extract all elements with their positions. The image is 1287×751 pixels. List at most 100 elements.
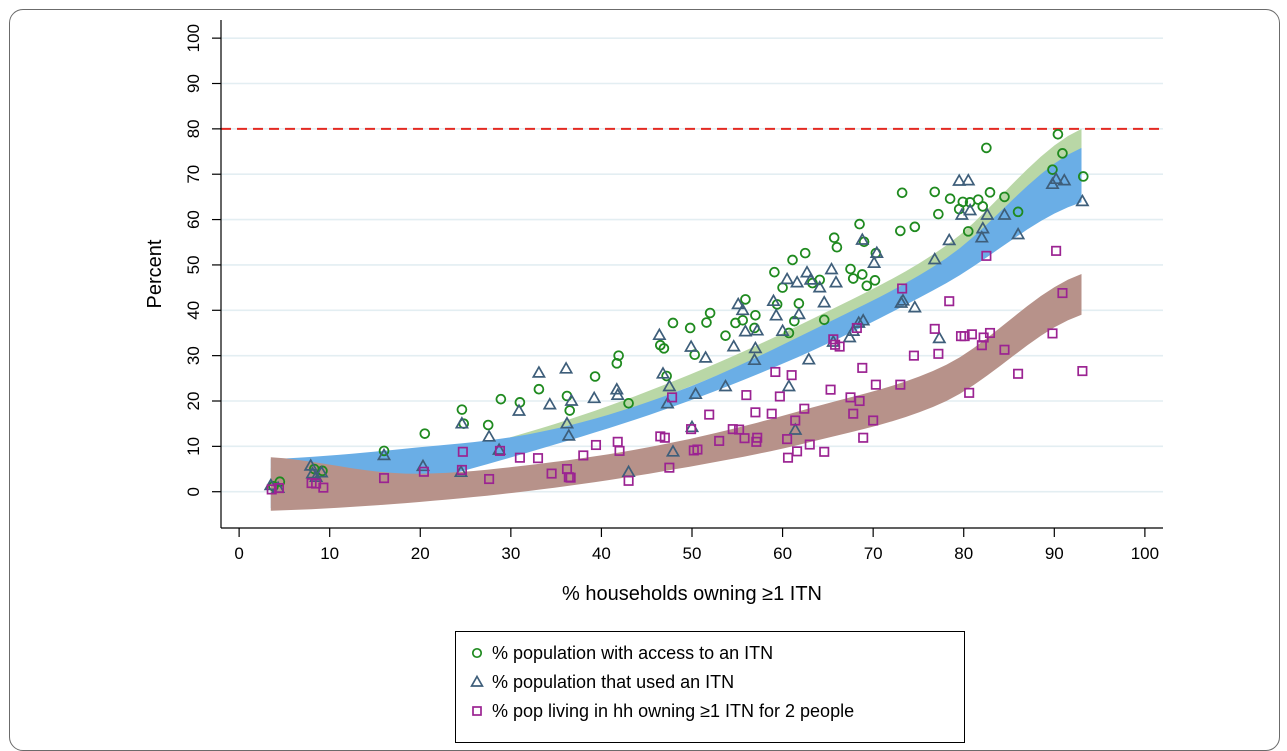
- data-point-pop2: [897, 283, 908, 294]
- y-axis-title: Percent: [144, 239, 166, 308]
- data-point-pop2: [819, 446, 830, 457]
- legend-item-access: % population with access to an ITN: [466, 640, 773, 666]
- data-point-pop2: [318, 482, 329, 493]
- data-point-access: [896, 187, 908, 199]
- data-point-used: [812, 280, 827, 293]
- data-point-used: [314, 465, 329, 478]
- data-point-access: [984, 187, 996, 198]
- data-point-pop2: [766, 408, 777, 419]
- y-tick-label: 100: [184, 24, 203, 52]
- data-point-used: [766, 293, 781, 307]
- y-tick-label: 30: [184, 346, 203, 365]
- data-point-access: [720, 330, 731, 341]
- series-0: [268, 129, 1089, 492]
- data-point-access: [750, 309, 761, 321]
- data-point-pop2: [494, 445, 506, 456]
- data-point-pop2: [734, 424, 745, 435]
- data-point-used: [790, 275, 805, 288]
- data-point-access: [981, 142, 992, 154]
- data-point-used: [867, 255, 882, 268]
- data-point-access: [769, 266, 780, 278]
- data-point-used: [775, 323, 790, 336]
- y-tick-label: 60: [184, 210, 203, 229]
- data-point-used: [895, 293, 911, 306]
- data-point-access: [456, 404, 468, 415]
- data-point-used: [869, 245, 884, 258]
- data-point-pop2: [739, 433, 750, 444]
- data-point-used: [698, 350, 713, 363]
- data-point-pop2: [782, 452, 794, 463]
- x-tick-label: 40: [592, 544, 611, 563]
- scatter-chart: 0 10 20 30 40 50 60 70 80 90 100 0 10 20 30 40 50 60 70 80 9…: [144, 20, 1163, 605]
- data-point-pop2: [456, 464, 467, 475]
- data-point-pop2: [848, 408, 859, 419]
- data-point-access: [1057, 148, 1068, 159]
- data-point-used: [975, 221, 990, 234]
- data-point-used: [799, 265, 815, 278]
- data-point-pop2: [741, 390, 752, 401]
- data-point-pop2: [590, 439, 602, 451]
- data-point-used: [726, 339, 741, 352]
- data-point-used: [747, 352, 762, 366]
- data-point-used: [801, 352, 816, 365]
- data-point-used: [559, 361, 574, 374]
- data-point-used: [1057, 173, 1072, 186]
- data-point-used: [927, 251, 942, 265]
- data-point-access: [845, 263, 856, 275]
- data-point-access: [740, 294, 751, 305]
- data-point-used: [415, 458, 431, 472]
- data-point-pop2: [981, 250, 992, 261]
- data-point-used: [781, 378, 796, 392]
- x-tick-label: 0: [234, 544, 243, 563]
- data-point-used: [1049, 171, 1064, 185]
- data-point-pop2: [532, 453, 544, 464]
- data-point-pop2: [774, 391, 785, 402]
- data-point-pop2: [378, 473, 390, 484]
- legend-label-used: % population that used an ITN: [492, 671, 735, 692]
- data-point-pop2: [790, 415, 801, 426]
- data-point-used: [482, 429, 497, 442]
- data-point-access: [1052, 129, 1064, 140]
- data-point-used: [817, 295, 832, 308]
- data-point-used: [655, 366, 671, 379]
- data-point-access: [799, 247, 811, 259]
- data-point-access: [684, 322, 696, 334]
- data-point-pop2: [514, 452, 525, 463]
- x-tick-label: 20: [411, 544, 430, 563]
- data-point-pop2: [895, 379, 906, 390]
- data-point-pop2: [1013, 368, 1024, 379]
- data-point-pop2: [692, 444, 703, 455]
- data-point-access: [783, 327, 795, 339]
- data-point-used: [750, 323, 765, 336]
- data-point-used: [791, 306, 806, 320]
- data-point-access: [777, 282, 788, 293]
- data-point-pop2: [484, 473, 495, 485]
- data-point-pop2: [984, 327, 996, 339]
- series-2: [266, 245, 1088, 495]
- data-point-pop2: [933, 348, 944, 359]
- data-point-used: [974, 230, 989, 243]
- data-point-pop2: [418, 466, 429, 477]
- data-point-pop2: [792, 446, 803, 457]
- y-tick-label: 70: [184, 165, 203, 184]
- data-point-access: [869, 275, 881, 286]
- data-point-access: [929, 186, 941, 198]
- x-tick-label: 100: [1131, 544, 1159, 563]
- data-point-access: [667, 317, 679, 329]
- data-point-access: [856, 269, 868, 280]
- data-point-used: [564, 393, 579, 406]
- data-point-pop2: [727, 424, 738, 435]
- data-point-access: [787, 254, 798, 266]
- data-point-access: [854, 218, 865, 230]
- data-point-pop2: [752, 432, 763, 443]
- data-point-pop2: [857, 362, 868, 373]
- data-point-pop2: [266, 484, 277, 495]
- data-point-access: [737, 314, 749, 326]
- data-point-pop2: [999, 344, 1010, 355]
- data-point-used: [1011, 226, 1026, 240]
- data-point-access: [977, 201, 989, 212]
- data-point-used: [856, 313, 871, 326]
- data-point-pop2: [578, 450, 589, 461]
- y-tick-label: 40: [184, 301, 203, 320]
- data-point-used: [609, 382, 624, 395]
